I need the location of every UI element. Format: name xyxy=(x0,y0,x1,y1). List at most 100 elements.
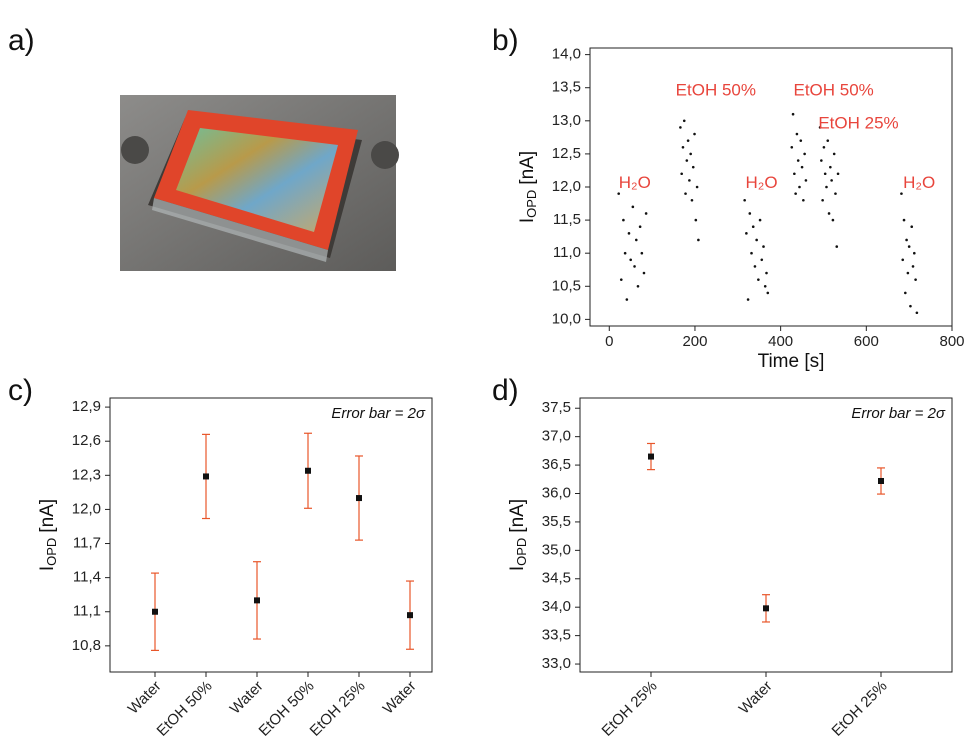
panel-label: c) xyxy=(8,374,33,407)
data-point xyxy=(407,612,413,619)
x-tick-label: 0 xyxy=(605,333,613,350)
data-point xyxy=(640,251,644,255)
y-tick-label: 14,0 xyxy=(552,46,581,63)
data-point xyxy=(693,132,696,136)
data-point xyxy=(629,258,632,262)
x-tick-label: EtOH 50% xyxy=(153,678,215,740)
y-axis-label-unit: [nA] xyxy=(37,499,58,533)
x-tick-label: 600 xyxy=(854,333,879,350)
data-point xyxy=(832,152,836,156)
y-tick-label: 12,0 xyxy=(552,178,581,195)
data-point xyxy=(800,165,804,169)
data-point xyxy=(356,495,362,502)
y-axis-label: IOPD [nA] xyxy=(517,151,539,223)
y-tick-label: 12,3 xyxy=(72,466,101,483)
data-point xyxy=(906,271,910,275)
x-tick-label: 400 xyxy=(768,333,793,350)
annotation: Error bar = 2σ xyxy=(331,405,426,422)
data-point xyxy=(755,238,758,242)
data-point xyxy=(617,192,621,195)
data-point xyxy=(765,271,768,275)
y-tick-label: 11,4 xyxy=(73,569,101,586)
y-tick-label: 34,0 xyxy=(542,598,571,615)
data-point xyxy=(818,126,822,129)
data-point xyxy=(911,265,915,268)
data-point xyxy=(835,245,839,248)
y-tick-label: 36,0 xyxy=(542,484,571,501)
data-point xyxy=(760,258,764,262)
data-point xyxy=(745,232,748,235)
data-point xyxy=(627,232,631,235)
x-axis-label: Time [s] xyxy=(758,351,825,372)
data-point xyxy=(902,218,906,222)
data-point xyxy=(743,198,746,202)
y-tick-label: 11,1 xyxy=(73,603,101,620)
data-point xyxy=(909,304,912,308)
data-point xyxy=(793,172,796,176)
data-point xyxy=(790,145,794,149)
data-point xyxy=(836,172,840,176)
data-point xyxy=(753,265,757,268)
annotation: H₂O xyxy=(746,173,778,192)
data-point xyxy=(622,218,625,222)
data-point xyxy=(631,205,635,209)
y-axis-label: IOPD [nA] xyxy=(37,499,59,571)
data-point xyxy=(685,159,689,162)
photo xyxy=(120,95,399,271)
data-point xyxy=(904,291,907,295)
data-point xyxy=(821,198,824,202)
annotation: Error bar = 2σ xyxy=(851,405,946,422)
data-point xyxy=(694,218,698,222)
data-point xyxy=(762,245,765,248)
y-tick-label: 10,0 xyxy=(552,310,581,327)
data-point xyxy=(644,212,648,215)
data-point xyxy=(690,198,694,202)
plot-frame xyxy=(109,397,433,673)
data-point xyxy=(905,238,908,242)
data-point xyxy=(763,284,767,288)
y-tick-label: 35,0 xyxy=(542,541,571,558)
y-tick-label: 33,0 xyxy=(542,655,571,672)
data-point xyxy=(766,291,770,295)
data-point xyxy=(681,145,685,149)
data-point xyxy=(684,192,687,195)
y-tick-label: 36,5 xyxy=(542,456,571,473)
y-tick-label: 12,0 xyxy=(72,500,101,517)
y-tick-label: 13,5 xyxy=(552,79,581,96)
data-point xyxy=(619,278,623,281)
y-axis-label-unit: [nA] xyxy=(507,499,528,533)
y-axis-label-sub: OPD xyxy=(44,538,59,566)
x-tick-label: Water xyxy=(380,678,420,718)
data-point xyxy=(682,119,686,123)
annotation: H₂O xyxy=(619,173,651,192)
data-point xyxy=(697,238,700,242)
data-point xyxy=(830,179,833,182)
data-point xyxy=(758,218,762,222)
data-point xyxy=(791,112,795,116)
data-point xyxy=(625,298,629,301)
annotation: H₂O xyxy=(903,173,935,192)
data-point xyxy=(746,298,750,301)
data-point xyxy=(623,251,627,255)
data-point xyxy=(795,132,799,136)
data-point xyxy=(804,179,808,182)
y-axis-label-sub: OPD xyxy=(524,190,539,218)
y-tick-label: 37,0 xyxy=(542,428,571,445)
y-tick-label: 11,7 xyxy=(73,534,101,551)
data-point xyxy=(648,453,654,460)
data-point xyxy=(799,139,803,142)
data-point xyxy=(900,192,903,195)
data-point xyxy=(827,212,831,215)
x-tick-label: 800 xyxy=(939,333,964,350)
annotation: EtOH 25% xyxy=(818,114,898,133)
y-axis-label-sub: OPD xyxy=(514,538,529,566)
data-point xyxy=(751,225,755,229)
y-axis-label-main: I xyxy=(517,218,538,223)
panel-label: a) xyxy=(8,24,35,57)
data-point xyxy=(823,172,827,176)
data-point xyxy=(686,139,690,142)
data-point xyxy=(750,251,753,255)
y-tick-label: 11,0 xyxy=(553,244,581,261)
x-tick-label: EtOH 25% xyxy=(306,678,368,740)
